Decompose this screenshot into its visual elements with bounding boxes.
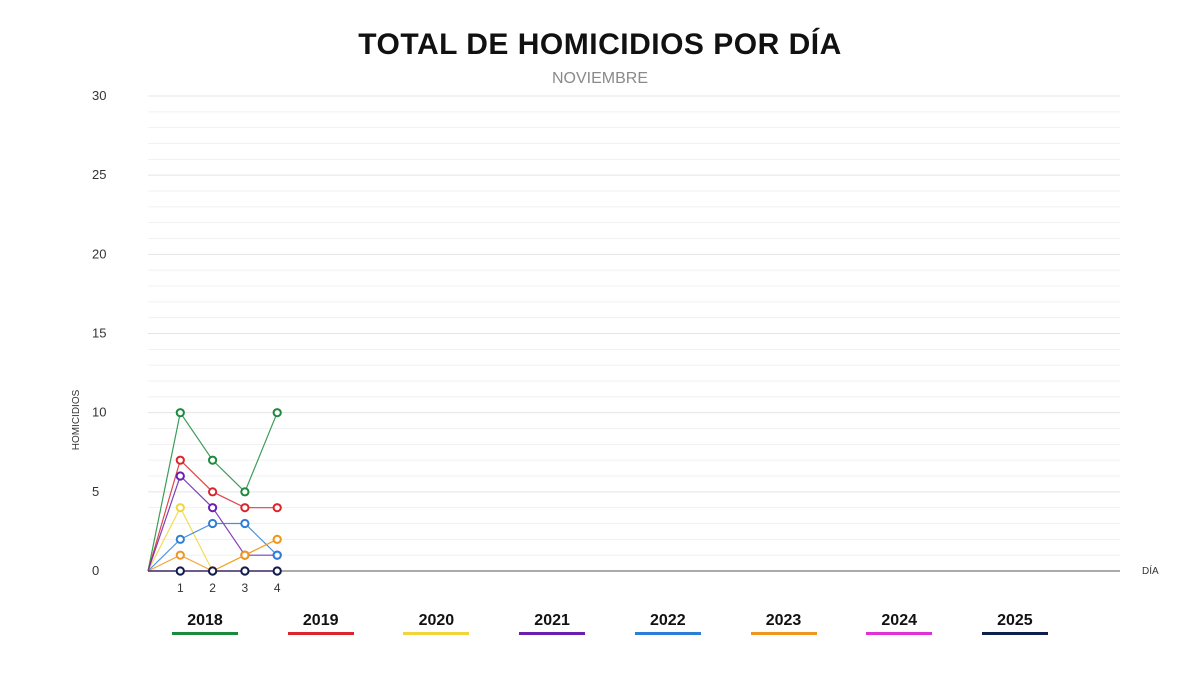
x-axis-label: DÍA: [1142, 564, 1159, 577]
data-point: [240, 550, 250, 560]
data-point: [272, 534, 282, 544]
data-point: [175, 408, 185, 418]
y-tick-label: 20: [92, 246, 106, 261]
data-point: [175, 503, 185, 513]
data-point: [175, 471, 185, 481]
chart-title: TOTAL DE HOMICIDIOS POR DÍA: [358, 28, 842, 61]
data-point: [175, 566, 185, 576]
y-tick-labels: 0 5 10 15 20 25 30: [92, 88, 106, 578]
data-point: [240, 566, 250, 576]
y-axis-label: HOMICIDIOS: [71, 389, 82, 450]
data-point: [272, 408, 282, 418]
series-2018: [147, 408, 282, 572]
y-tick-label: 0: [92, 563, 99, 578]
y-tick-label: 10: [92, 405, 106, 420]
data-point: [240, 518, 250, 529]
y-tick-label: 15: [92, 326, 106, 341]
data-point: [272, 503, 282, 513]
series-2025: [148, 566, 282, 576]
data-point: [240, 487, 250, 497]
x-tick-labels: 1 2 3 4: [177, 581, 281, 595]
series-line: [147, 522, 278, 572]
series-2019: [147, 455, 282, 572]
y-tick-label: 5: [92, 484, 99, 499]
x-tick-label: 3: [242, 581, 249, 595]
data-point: [208, 455, 218, 465]
y-tick-label: 30: [92, 88, 106, 103]
x-tick-label: 1: [177, 581, 184, 595]
data-point: [175, 455, 185, 465]
series-lines: [147, 408, 282, 576]
data-point: [240, 503, 250, 513]
data-point: [208, 566, 218, 576]
data-point: [208, 518, 218, 529]
data-point: [272, 566, 282, 576]
x-tick-label: 2: [209, 581, 216, 595]
series-2022: [147, 518, 282, 572]
y-tick-label: 25: [92, 167, 106, 182]
chart-subtitle: NOVIEMBRE: [551, 70, 648, 87]
grid-lines: [148, 95, 1120, 556]
data-point: [272, 550, 282, 560]
data-point: [175, 550, 185, 560]
data-point: [208, 503, 218, 513]
data-point: [208, 487, 218, 497]
data-point: [175, 534, 185, 544]
x-tick-label: 4: [274, 581, 281, 595]
